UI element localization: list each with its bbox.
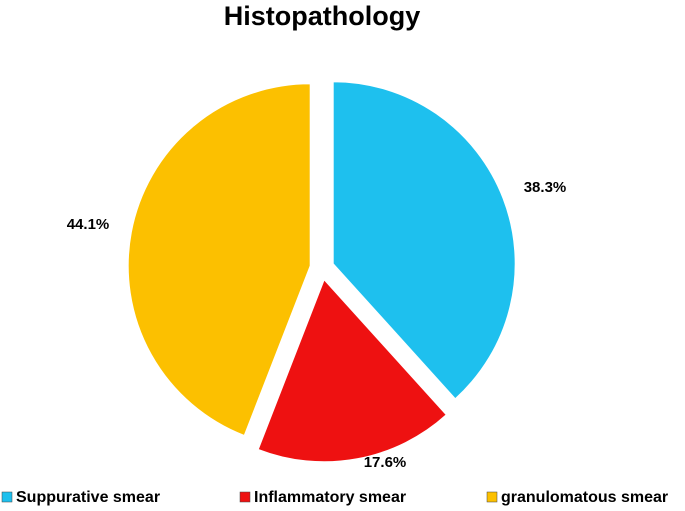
data-label: 44.1% — [67, 216, 110, 233]
data-label: 17.6% — [364, 454, 407, 471]
legend-label: Suppurative smear — [16, 489, 160, 506]
pie-slice — [332, 81, 516, 400]
pie-slice — [127, 83, 311, 437]
legend-swatch — [486, 491, 498, 503]
data-label: 38.3% — [524, 179, 567, 196]
pie-slice — [257, 278, 447, 463]
legend-label: granulomatous smear — [501, 489, 668, 506]
legend-swatch — [239, 491, 251, 503]
legend-label: Inflammatory smear — [254, 489, 406, 506]
legend-swatch — [1, 491, 13, 503]
chart-title: Histopathology — [224, 1, 421, 31]
